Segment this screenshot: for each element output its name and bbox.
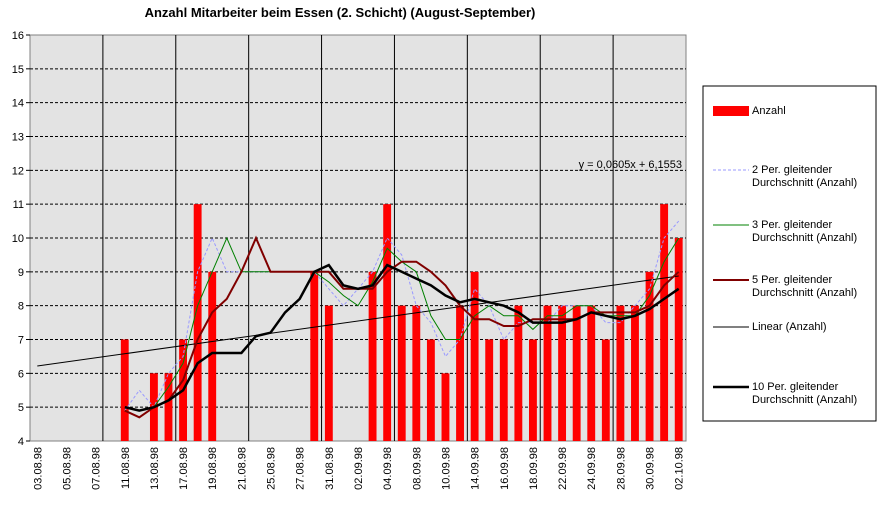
- y-tick-label: 13: [12, 132, 24, 144]
- bar: [470, 271, 479, 441]
- x-tick-label: 21.08.98: [236, 447, 248, 490]
- x-tick-label: 07.08.98: [91, 447, 103, 490]
- x-tick-label: 18.09.98: [528, 447, 540, 490]
- moving-average-line: [124, 263, 680, 412]
- x-tick-label: 10.09.98: [440, 447, 452, 490]
- x-tick-label: 02.10.98: [674, 447, 686, 490]
- bar: [616, 305, 625, 441]
- bar: [120, 339, 129, 441]
- y-tick-label: 5: [18, 402, 24, 414]
- bar: [193, 204, 202, 441]
- y-tick-label: 4: [18, 436, 24, 448]
- x-tick-label: 31.08.98: [324, 447, 336, 490]
- x-tick-label: 19.08.98: [207, 447, 219, 490]
- x-tick-label: 14.09.98: [470, 447, 482, 490]
- bar: [412, 305, 421, 441]
- x-tick-label: 27.08.98: [295, 447, 307, 490]
- bar: [456, 305, 464, 441]
- chart-title: Anzahl Mitarbeiter beim Essen (2. Schich…: [145, 5, 536, 20]
- x-tick-label: 28.09.98: [615, 447, 627, 490]
- y-tick-label: 7: [18, 335, 24, 347]
- bar: [528, 339, 537, 441]
- x-tick-label: 03.08.98: [32, 447, 44, 490]
- legend-swatch: [713, 106, 749, 116]
- bar: [485, 339, 494, 441]
- bar: [441, 373, 450, 441]
- y-tick-label: 12: [12, 165, 24, 177]
- bar: [164, 373, 173, 441]
- legend-box: [702, 85, 877, 422]
- legend-label: 5 Per. gleitender Durchschnitt (Anzahl): [752, 274, 858, 299]
- legend-label: 3 Per. gleitender Durchschnitt (Anzahl): [752, 219, 858, 244]
- bar: [310, 271, 319, 441]
- y-tick-label: 16: [12, 30, 24, 42]
- bar: [397, 305, 406, 441]
- legend-label: 10 Per. gleitender Durchschnitt (Anzahl): [752, 381, 858, 406]
- bar: [645, 271, 654, 441]
- y-tick-label: 8: [18, 301, 24, 313]
- trendline: [37, 275, 679, 367]
- x-tick-label: 24.09.98: [586, 447, 598, 490]
- bar: [660, 204, 669, 441]
- bar: [674, 238, 683, 441]
- x-tick-label: 05.08.98: [61, 447, 73, 490]
- bar: [631, 305, 639, 441]
- x-tick-label: 30.09.98: [645, 447, 657, 490]
- x-tick-label: 17.08.98: [178, 447, 190, 490]
- bar: [208, 271, 217, 441]
- bar: [587, 305, 596, 441]
- y-tick-label: 14: [12, 98, 24, 110]
- legend-label: Anzahl: [752, 105, 786, 117]
- y-tick-label: 15: [12, 64, 24, 76]
- bar: [514, 305, 523, 441]
- legend-label: 2 Per. gleitender Durchschnitt (Anzahl): [752, 164, 858, 189]
- x-tick-label: 04.09.98: [382, 447, 394, 490]
- y-tick-label: 10: [12, 233, 24, 245]
- trendline-equation: y = 0,0605x + 6,1553: [579, 159, 682, 171]
- bar: [383, 204, 392, 441]
- bar: [601, 339, 610, 441]
- x-tick-label: 16.09.98: [499, 447, 511, 490]
- bar: [543, 305, 552, 441]
- x-tick-label: 08.09.98: [411, 447, 423, 490]
- y-tick-label: 9: [18, 267, 24, 279]
- bar: [426, 339, 435, 441]
- bar: [499, 339, 508, 441]
- y-tick-label: 11: [13, 199, 24, 211]
- x-tick-label: 02.09.98: [353, 447, 365, 490]
- bar: [324, 305, 333, 441]
- x-tick-label: 13.08.98: [149, 447, 161, 490]
- y-tick-label: 6: [18, 368, 24, 380]
- bar: [368, 271, 377, 441]
- bar: [558, 305, 567, 441]
- legend-label: Linear (Anzahl): [752, 321, 827, 333]
- bar: [572, 305, 581, 441]
- x-tick-label: 25.08.98: [266, 447, 278, 490]
- x-tick-label: 22.09.98: [557, 447, 569, 490]
- x-tick-label: 11.08.98: [120, 447, 132, 489]
